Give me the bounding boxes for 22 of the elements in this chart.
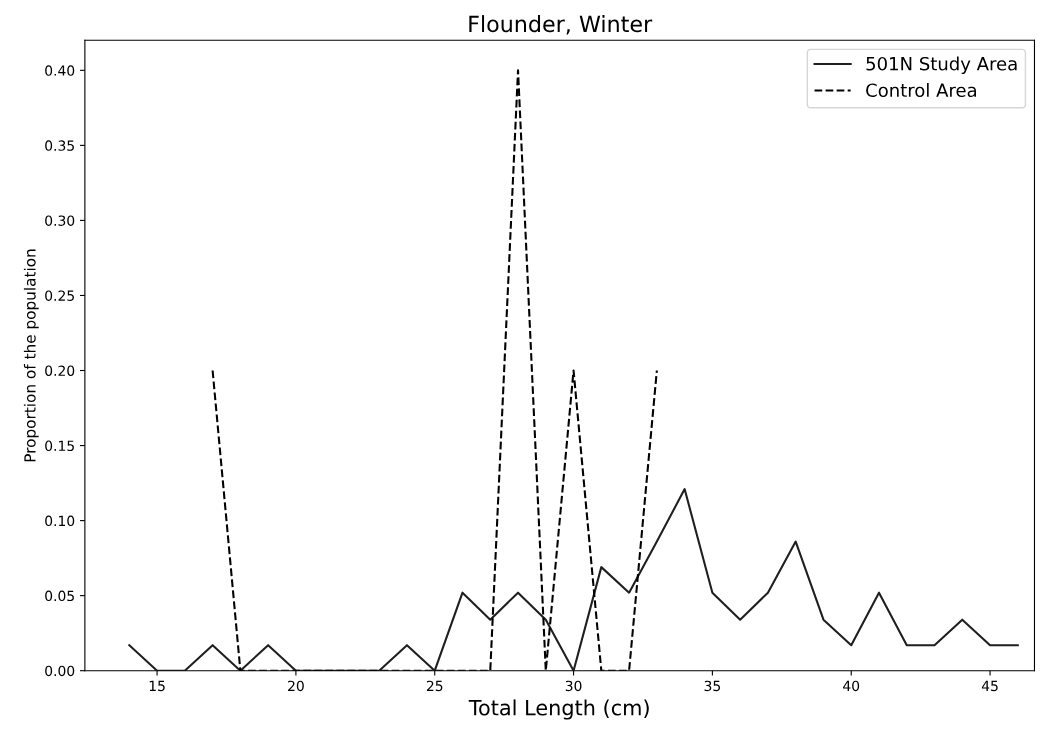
legend-label: Control Area [866, 83, 976, 98]
legend-label: 501N Study Area [866, 56, 1017, 75]
y-tick-label: 0.20 [45, 365, 75, 376]
x-tick-label: 25 [426, 680, 443, 692]
chart-title: Flounder, Winter [469, 15, 653, 35]
x-tick-label: 20 [288, 680, 304, 692]
x-tick-label: 45 [981, 680, 998, 692]
y-axis-title: Proportion of the population [23, 249, 39, 462]
y-tick-label: 0.40 [45, 65, 75, 76]
x-tick-label: 15 [149, 680, 165, 692]
y-tick-label: 0.00 [45, 665, 75, 677]
y-tick-label: 0.15 [45, 440, 74, 452]
x-axis-title: Total Length (cm) [468, 699, 649, 720]
y-tick-label: 0.30 [45, 215, 75, 226]
line-series [128, 488, 1019, 671]
y-tick-label: 0.05 [45, 590, 74, 602]
x-tick-label: 40 [843, 680, 860, 692]
y-tick-label: 0.35 [45, 140, 74, 151]
y-tick-label: 0.10 [45, 515, 75, 527]
x-tick-label: 35 [704, 680, 721, 692]
y-tick-label: 0.25 [45, 290, 74, 301]
x-tick-label: 30 [565, 680, 582, 692]
